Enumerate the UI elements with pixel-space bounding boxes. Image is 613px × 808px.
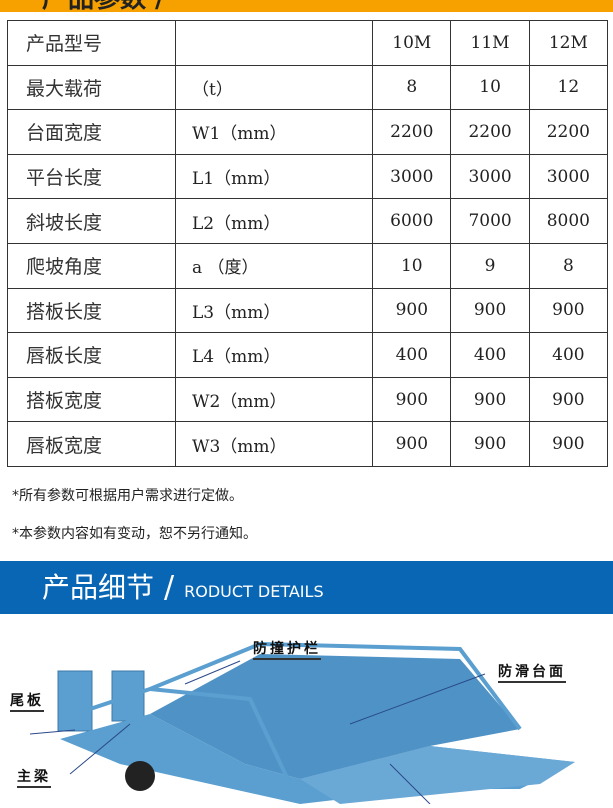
product-details-banner: 产品细节 / RODUCT DETAILS (0, 561, 613, 614)
value-cell: 10M (372, 20, 452, 66)
value-cell: 900 (528, 287, 609, 334)
pointer-line (184, 660, 241, 685)
ramp-deck (150, 654, 520, 779)
pointer-line (69, 723, 131, 775)
guardrail-front (149, 687, 292, 785)
value-cell: 400 (372, 332, 452, 378)
unit-cell: L3（mm） (174, 287, 374, 334)
value-cell: 10 (372, 242, 452, 289)
value-cell: 2200 (528, 109, 609, 155)
row-label: 爬坡角度 (7, 242, 176, 289)
value-cell: 3000 (450, 153, 530, 200)
ramp-illustration (29, 641, 575, 805)
row-label: 产品型号 (7, 20, 176, 66)
product-photo: 防撞护栏 防滑台面 尾板 主梁 (0, 614, 613, 805)
label-guardrail: 防撞护栏 (253, 638, 321, 660)
row-label: 搭板长度 (7, 287, 176, 334)
row-label: 唇板长度 (7, 332, 176, 378)
value-cell: 900 (450, 287, 530, 334)
value-cell: 3000 (372, 153, 452, 200)
value-cell: 900 (372, 421, 452, 467)
table-row: 搭板长度 L3（mm） 900 900 900 (7, 287, 609, 334)
value-cell: 900 (450, 421, 530, 467)
table-row: 唇板长度 L4（mm） 400 400 400 (7, 332, 609, 378)
banner-title: 产品细节 (42, 570, 155, 604)
value-cell: 8 (528, 242, 609, 289)
label-anti-slip: 防滑台面 (498, 661, 566, 683)
label-main-beam: 主梁 (17, 766, 51, 788)
value-cell: 11M (450, 20, 530, 66)
note-change: *本参数内容如有变动，恕不另行通知。 (12, 526, 257, 542)
unit-cell: W1（mm） (174, 109, 374, 155)
section-header-bar: 产品参数 / (0, 0, 613, 12)
value-cell: 900 (528, 376, 609, 423)
pointer-line (29, 729, 76, 735)
table-row: 搭板宽度 W2（mm） 900 900 900 (7, 376, 609, 423)
note-custom: *所有参数可根据用户需求进行定做。 (12, 488, 243, 504)
spec-table: 产品型号 10M 11M 12M 最大载荷 （t） 8 10 12 台面宽度 W1（mm） 2200 2… (7, 20, 609, 467)
value-cell: 8 (372, 64, 452, 111)
table-row: 爬坡角度 a （度） 10 9 8 (7, 242, 609, 289)
pointer-line (389, 763, 431, 805)
wheel (125, 761, 155, 791)
value-cell: 6000 (372, 198, 452, 244)
table-row: 台面宽度 W1（mm） 2200 2200 2200 (7, 109, 609, 155)
row-label: 唇板宽度 (7, 421, 176, 467)
value-cell: 400 (528, 332, 609, 378)
row-label: 最大载荷 (7, 64, 176, 111)
unit-cell (174, 20, 374, 66)
row-label: 台面宽度 (7, 109, 176, 155)
value-cell: 10 (450, 64, 530, 111)
value-cell: 900 (372, 376, 452, 423)
value-cell: 9 (450, 242, 530, 289)
banner-subtitle: RODUCT DETAILS (184, 581, 324, 601)
unit-cell: L2（mm） (174, 198, 374, 244)
tailboard-left (57, 670, 93, 732)
lip-plate (300, 746, 575, 804)
value-cell: 900 (372, 287, 452, 334)
value-cell: 12M (528, 20, 609, 66)
unit-cell: （t） (174, 64, 374, 111)
value-cell: 900 (450, 376, 530, 423)
unit-cell: a （度） (174, 242, 374, 289)
value-cell: 8000 (528, 198, 609, 244)
table-row: 平台长度 L1（mm） 3000 3000 3000 (7, 153, 609, 200)
table-row: 最大载荷 （t） 8 10 12 (7, 64, 609, 111)
row-label: 平台长度 (7, 153, 176, 200)
label-tailboard: 尾板 (10, 690, 44, 712)
value-cell: 400 (450, 332, 530, 378)
table-row: 斜坡长度 L2（mm） 6000 7000 8000 (7, 198, 609, 244)
unit-cell: L1（mm） (174, 153, 374, 200)
value-cell: 3000 (528, 153, 609, 200)
unit-cell: L4（mm） (174, 332, 374, 378)
unit-cell: W3（mm） (174, 421, 374, 467)
value-cell: 900 (528, 421, 609, 467)
banner-slash: / (164, 569, 175, 605)
pointer-line (349, 673, 486, 725)
unit-cell: W2（mm） (174, 376, 374, 423)
value-cell: 12 (528, 64, 609, 111)
table-row: 产品型号 10M 11M 12M (7, 20, 609, 66)
row-label: 斜坡长度 (7, 198, 176, 244)
value-cell: 2200 (372, 109, 452, 155)
value-cell: 7000 (450, 198, 530, 244)
row-label: 搭板宽度 (7, 376, 176, 423)
value-cell: 2200 (450, 109, 530, 155)
table-row: 唇板宽度 W3（mm） 900 900 900 (7, 421, 609, 467)
section-title: 产品参数 / (42, 0, 165, 12)
